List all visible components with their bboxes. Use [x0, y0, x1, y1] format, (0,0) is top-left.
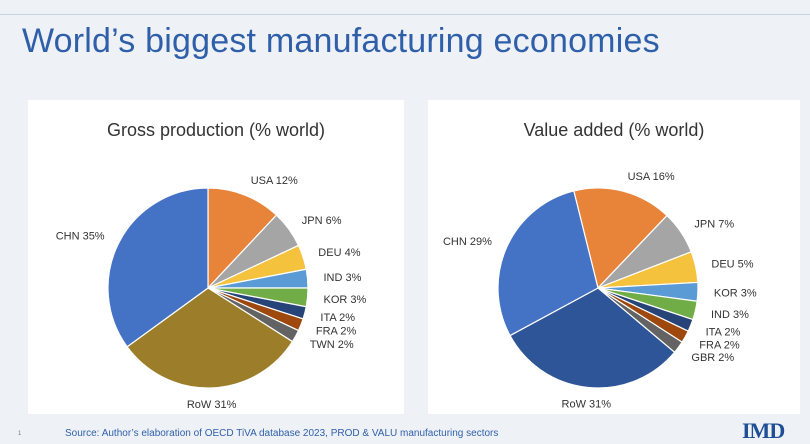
pie-slice-chn — [107, 187, 209, 348]
slice-label: CHN 29% — [443, 236, 492, 248]
gross-production-pie-chart: USA 12% JPN 6% DEU 4% IND 3% KOR 3% ITA 2% FRA… — [56, 175, 367, 411]
pie-slice-usa — [207, 187, 278, 290]
imd-logo: IMD — [742, 418, 785, 443]
value-added-panel: Value added (% world) USA 16% JPN 7% DEU 5… — [428, 100, 800, 414]
slice-label: CHN 35% — [56, 230, 105, 242]
pie-slice-row — [509, 287, 676, 389]
slide-title: World’s biggest manufacturing economies — [22, 22, 660, 60]
header-divider — [0, 14, 810, 15]
pie-slice-chn — [497, 190, 599, 337]
slice-label: FRA 2% — [699, 340, 740, 352]
slice-label: KOR 3% — [324, 294, 367, 306]
value-added-pie-chart: USA 16% JPN 7% DEU 5% KOR 3% IND 3% ITA 2%FRA… — [443, 171, 757, 411]
slice-label: GBR 2% — [691, 352, 734, 364]
slice-label: JPN 7% — [694, 219, 734, 231]
slice-label: IND 3% — [324, 272, 362, 284]
page-number: 1 — [18, 431, 22, 437]
slice-label: FRA 2% — [316, 326, 357, 338]
slice-label: ITA 2% — [706, 327, 741, 339]
slice-label: DEU 4% — [318, 247, 360, 259]
gross-production-panel: Gross production (% world) USA 12% JPN 6%… — [28, 100, 404, 414]
slice-label: USA 12% — [251, 175, 298, 187]
chart-title: Value added (% world) — [523, 120, 705, 140]
slice-label: USA 16% — [628, 171, 675, 183]
slice-label: JPN 6% — [302, 215, 342, 227]
slice-label: RoW 31% — [562, 398, 612, 410]
chart-title: Gross production (% world) — [106, 120, 326, 140]
slice-label: RoW 31% — [187, 399, 237, 411]
slice-label: KOR 3% — [714, 288, 757, 300]
slice-label: IND 3% — [711, 309, 749, 321]
slice-label: ITA 2% — [320, 312, 355, 324]
pie-slice-usa — [573, 187, 668, 290]
slice-label: DEU 5% — [711, 259, 753, 271]
pie-slice-row — [126, 287, 294, 389]
source-note: Source: Author’s elaboration of OECD TiV… — [65, 428, 499, 439]
slice-label: TWN 2% — [310, 339, 354, 351]
